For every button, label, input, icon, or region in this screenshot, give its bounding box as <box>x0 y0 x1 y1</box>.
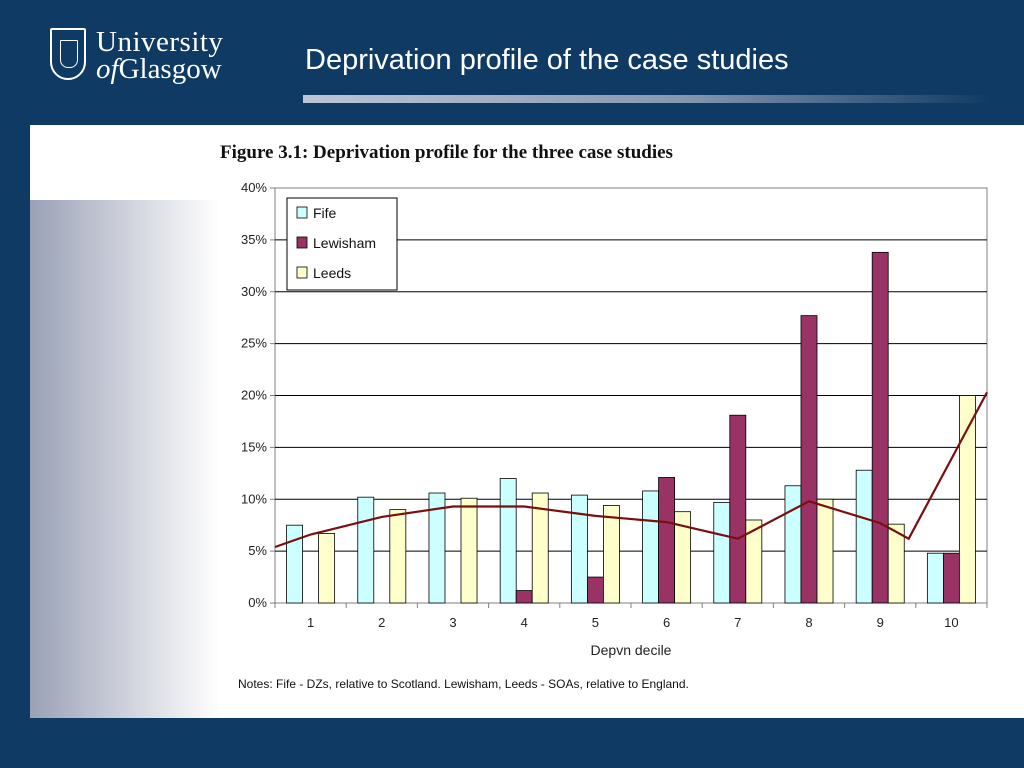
bar-leeds-5 <box>603 505 620 604</box>
bar-fife-9 <box>855 469 873 604</box>
bar-leeds-10 <box>959 395 976 604</box>
bar-lewisham-7 <box>729 414 747 604</box>
x-tick-label: 3 <box>449 615 456 630</box>
bar-leeds-6 <box>674 511 692 604</box>
slide-header: University ofGlasgow Deprivation profile… <box>0 0 1024 120</box>
y-tick-label: 0% <box>248 595 267 610</box>
logo-text-glasgow: Glasgow <box>118 53 222 85</box>
bar-fife-10 <box>926 552 944 604</box>
bar-leeds-9 <box>887 523 905 604</box>
bar-fife-7 <box>713 501 731 604</box>
figure-panel: Figure 3.1: Deprivation profile for the … <box>30 125 1024 718</box>
bar-fife-5 <box>570 494 588 604</box>
y-tick-label: 25% <box>241 336 267 351</box>
decorative-gradient <box>30 200 220 718</box>
bar-fife-4 <box>499 478 517 604</box>
university-logo: University ofGlasgow <box>50 28 230 86</box>
trend-line <box>274 391 988 549</box>
y-tick-label: 5% <box>248 543 267 558</box>
bar-leeds-3 <box>460 497 478 604</box>
bar-leeds-7 <box>745 519 763 604</box>
logo-text-of: of <box>96 53 119 85</box>
slide-title: Deprivation profile of the case studies <box>305 44 789 76</box>
x-tick-label: 1 <box>307 615 314 630</box>
bar-lewisham-8 <box>800 315 818 604</box>
x-tick-label: 5 <box>592 615 599 630</box>
bar-fife-3 <box>428 492 446 604</box>
figure-title: Figure 3.1: Deprivation profile for the … <box>220 142 673 163</box>
logo-text-line2: ofGlasgow <box>96 54 222 84</box>
bar-fife-8 <box>784 485 802 604</box>
x-tick-label: 9 <box>877 615 884 630</box>
bar-fife-6 <box>642 490 659 604</box>
legend-swatch-lewisham <box>296 236 308 249</box>
figure-notes: Notes: Fife - DZs, relative to Scotland.… <box>238 677 689 691</box>
x-tick-label: 2 <box>378 615 385 630</box>
legend-label-lewisham: Lewisham <box>313 235 376 251</box>
bar-lewisham-6 <box>658 477 676 604</box>
legend-label-fife: Fife <box>313 205 337 221</box>
legend-label-leeds: Leeds <box>313 265 351 281</box>
bar-lewisham-9 <box>871 251 889 604</box>
bar-leeds-2 <box>389 509 407 604</box>
y-tick-label: 15% <box>241 439 267 454</box>
y-tick-label: 10% <box>241 491 267 506</box>
y-tick-label: 40% <box>241 180 267 195</box>
bar-leeds-4 <box>531 492 549 604</box>
x-tick-label: 6 <box>663 615 670 630</box>
y-tick-label: 20% <box>241 388 267 403</box>
y-tick-label: 30% <box>241 284 267 299</box>
x-tick-label: 7 <box>734 615 741 630</box>
university-crest-icon <box>50 28 86 80</box>
legend-swatch-leeds <box>296 266 308 279</box>
logo-text-line1: University <box>96 26 224 58</box>
bar-lewisham-5 <box>586 576 604 604</box>
title-underline <box>303 95 993 103</box>
x-axis-label: Depvn decile <box>591 642 672 658</box>
bar-lewisham-4 <box>515 590 533 604</box>
bar-leeds-1 <box>318 533 336 604</box>
bar-leeds-8 <box>816 498 834 604</box>
bar-fife-1 <box>286 524 303 604</box>
legend-swatch-fife <box>296 206 308 219</box>
x-tick-label: 10 <box>944 615 958 630</box>
x-tick-label: 8 <box>805 615 812 630</box>
x-tick-label: 4 <box>521 615 528 630</box>
bar-chart: 0% 5% 10% 15% 20% 25% 30% 35% 40% 1 2 3 4 5 6 7 8 9 10 Depv… <box>241 180 988 658</box>
y-tick-label: 35% <box>241 232 267 247</box>
bar-fife-2 <box>357 496 375 604</box>
bar-lewisham-10 <box>942 552 960 604</box>
